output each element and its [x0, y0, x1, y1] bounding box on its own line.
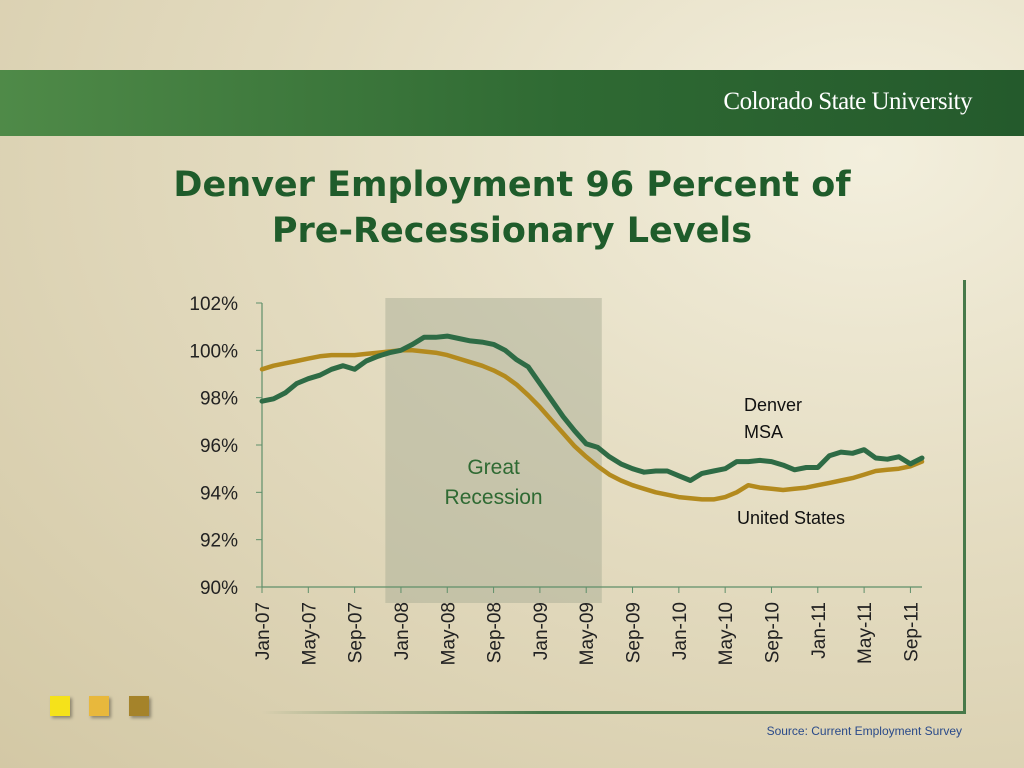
y-tick-label: 96%: [200, 436, 238, 457]
x-tick-label: Sep-08: [485, 602, 506, 663]
x-tick-label: May-10: [716, 602, 737, 665]
slide-title-line1: Denver Employment 96 Percent of: [173, 165, 851, 205]
x-tick-label: Jan-10: [670, 602, 691, 660]
recession-shade: [385, 298, 602, 603]
university-logo: Colorado State University: [723, 88, 972, 115]
x-tick-label: Sep-11: [901, 602, 922, 662]
y-tick-label: 94%: [200, 483, 238, 504]
x-tick-label: Jan-09: [531, 602, 552, 660]
header-banner: Colorado State University: [0, 70, 1024, 136]
x-tick-label: Jan-07: [253, 602, 274, 660]
recession-label-line2: Recession: [445, 486, 543, 509]
denver-annotation-line2: MSA: [744, 422, 783, 442]
y-tick-label: 90%: [200, 578, 238, 599]
recession-label-line1: Great: [467, 456, 520, 479]
series-line-united-states: [259, 348, 925, 502]
x-tick-label: Sep-09: [624, 602, 645, 663]
decorative-square-gold: [89, 696, 109, 716]
y-tick-label: 92%: [200, 531, 238, 552]
x-tick-label: May-08: [438, 602, 459, 665]
decorative-square-bronze: [129, 696, 149, 716]
x-tick-label: Sep-07: [346, 602, 367, 663]
denver-annotation-line1: Denver: [744, 395, 802, 415]
x-tick-label: Jan-08: [392, 602, 413, 660]
frame-line-right: [963, 280, 966, 714]
x-tick-label: Sep-10: [762, 602, 783, 663]
y-tick-label: 100%: [189, 341, 238, 362]
source-note: Source: Current Employment Survey: [766, 724, 962, 738]
x-tick-label: May-09: [577, 602, 598, 665]
decorative-square-yellow: [50, 696, 70, 716]
series-line-denver-msa: [259, 333, 925, 483]
x-tick-label: Jan-11: [809, 602, 830, 659]
slide-title-line2: Pre-Recessionary Levels: [271, 211, 753, 251]
us-annotation: United States: [737, 508, 845, 528]
label-layer: Great Recession Denver MSA United States: [445, 395, 846, 528]
axis-layer: 90% 92% 94% 96% 98% 100% 102% Jan-07 May-07 Sep-0…: [189, 294, 922, 665]
x-tick-label: May-11: [855, 602, 876, 664]
x-tick-label: May-07: [299, 602, 320, 665]
series-layer: [259, 333, 925, 502]
frame-line-bottom: [262, 711, 966, 714]
recession-shade-layer: [385, 298, 602, 603]
y-tick-label: 98%: [200, 389, 238, 410]
slide-title: Denver Employment 96 Percent of Pre-Rece…: [60, 162, 964, 254]
y-tick-label: 102%: [189, 294, 238, 315]
